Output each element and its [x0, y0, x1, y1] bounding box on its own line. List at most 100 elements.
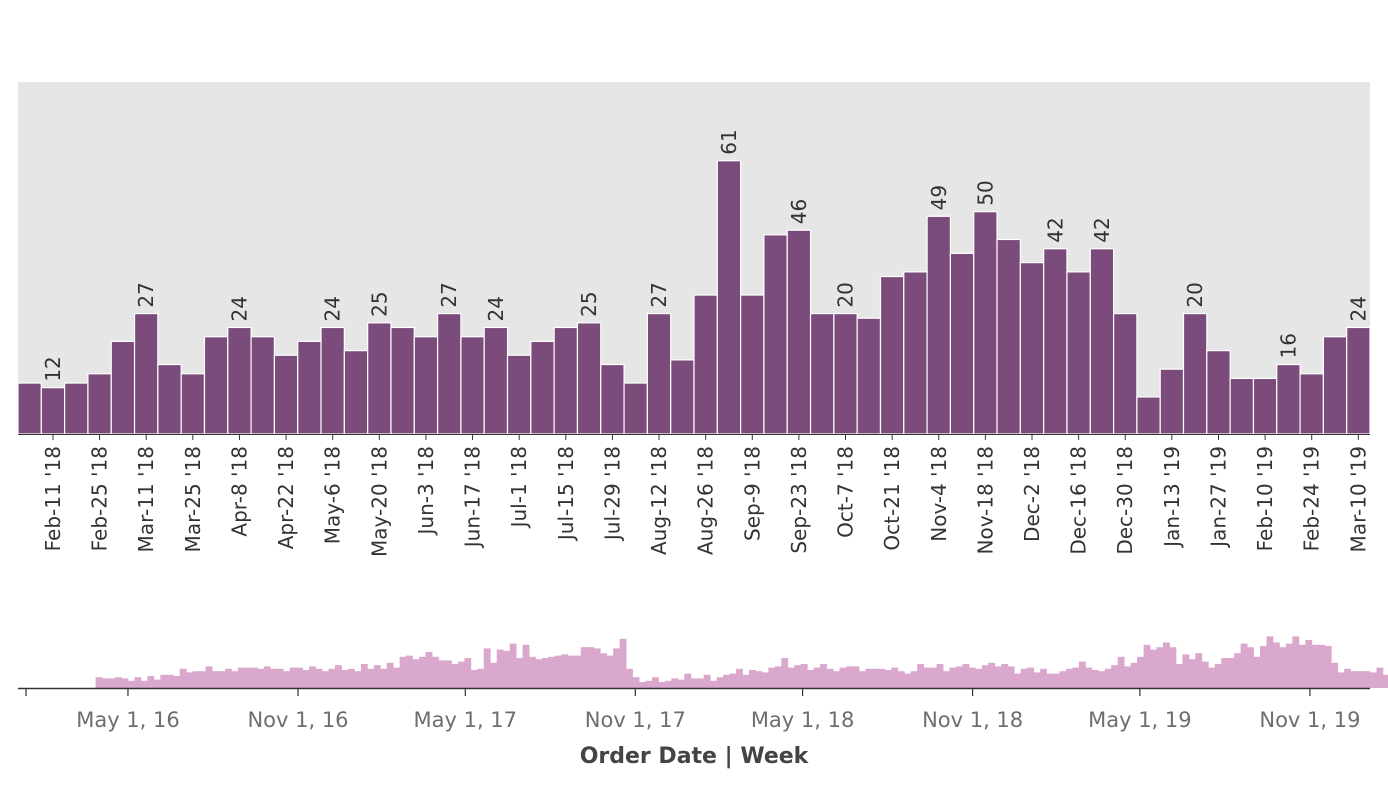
detail-bar[interactable] — [949, 252, 975, 435]
overview-bar — [994, 666, 1002, 688]
detail-bar[interactable] — [879, 275, 905, 435]
detail-bar[interactable] — [693, 294, 718, 435]
bar-value-label: 42 — [1090, 217, 1114, 242]
detail-bar[interactable] — [1276, 363, 1301, 435]
detail-tick-label: Feb-10 '19 — [1253, 446, 1277, 551]
detail-tick-label: Dec-30 '18 — [1113, 446, 1137, 555]
detail-bar[interactable] — [87, 373, 112, 435]
detail-bar[interactable] — [1019, 262, 1045, 435]
detail-bar[interactable] — [833, 312, 858, 435]
detail-bar[interactable] — [973, 211, 998, 435]
detail-bar[interactable] — [460, 336, 485, 435]
overview-bar — [406, 655, 413, 688]
overview-bar — [917, 664, 925, 688]
detail-bar[interactable] — [740, 294, 765, 435]
overview-bar — [645, 680, 653, 688]
overview-bar — [619, 638, 627, 688]
detail-tick-label: Jul-29 '18 — [600, 446, 624, 542]
overview-bar — [425, 652, 433, 688]
overview-bar — [289, 667, 297, 688]
detail-tick-label: Feb-25 '18 — [88, 446, 112, 551]
detail-bar[interactable] — [110, 340, 136, 435]
overview-bar — [503, 650, 511, 688]
detail-bar[interactable] — [1136, 396, 1161, 435]
overview-bar — [904, 673, 912, 688]
detail-bar[interactable] — [320, 326, 345, 435]
overview-bar — [1104, 668, 1112, 688]
detail-bar[interactable] — [786, 229, 812, 435]
detail-tick-label: Jul-1 '18 — [507, 446, 531, 529]
overview-bar — [1227, 658, 1235, 688]
overview-tick-label: May 1, 17 — [414, 708, 518, 732]
detail-bar[interactable] — [203, 336, 229, 435]
detail-bar[interactable] — [623, 382, 648, 435]
detail-bar[interactable] — [1322, 336, 1348, 435]
detail-bar[interactable] — [553, 326, 579, 435]
detail-bar[interactable] — [1159, 368, 1185, 435]
overview-bar — [1331, 662, 1339, 688]
detail-bar[interactable] — [1346, 326, 1371, 435]
detail-bar[interactable] — [996, 238, 1021, 435]
detail-bar[interactable] — [903, 271, 928, 435]
detail-bar[interactable] — [1206, 350, 1231, 435]
detail-bar[interactable] — [250, 336, 276, 435]
detail-bar[interactable] — [297, 340, 322, 435]
overview-bar — [742, 674, 750, 688]
detail-bar[interactable] — [506, 354, 532, 435]
overview-bar — [496, 649, 504, 688]
detail-bar[interactable] — [1252, 377, 1278, 435]
detail-bar[interactable] — [273, 354, 299, 435]
detail-bar[interactable] — [413, 336, 439, 435]
detail-bar[interactable] — [716, 160, 742, 435]
detail-bar[interactable] — [1066, 271, 1091, 435]
overview-bar — [1007, 666, 1015, 688]
detail-bar[interactable] — [390, 326, 415, 435]
overview-bar — [1201, 661, 1209, 688]
detail-bar[interactable] — [670, 359, 695, 435]
detail-bar[interactable] — [530, 340, 555, 435]
overview-tick-label: Nov 1, 17 — [585, 708, 686, 732]
detail-tick-label: Aug-26 '18 — [694, 446, 718, 555]
detail-bar[interactable] — [1043, 248, 1068, 435]
detail-bar[interactable] — [17, 382, 42, 435]
detail-bar[interactable] — [576, 322, 602, 435]
overview-bar — [949, 667, 957, 688]
detail-bar[interactable] — [64, 382, 89, 435]
overview-bar — [393, 667, 401, 688]
overview-bar — [1285, 643, 1293, 688]
detail-bar[interactable] — [809, 312, 835, 435]
detail-bar[interactable] — [180, 373, 206, 435]
overview-bar — [923, 667, 931, 688]
overview-bar — [975, 668, 983, 688]
detail-bar[interactable] — [1299, 373, 1324, 435]
detail-bar[interactable] — [646, 312, 672, 435]
detail-bar[interactable] — [367, 322, 392, 435]
overview-bar — [1143, 644, 1151, 688]
detail-bar[interactable] — [763, 234, 788, 435]
overview-bar — [1357, 671, 1364, 688]
overview-bar — [606, 655, 614, 688]
detail-bar[interactable] — [227, 326, 252, 435]
detail-bar[interactable] — [133, 312, 159, 435]
overview-bar — [748, 670, 756, 688]
overview-bar — [613, 648, 621, 688]
detail-bar[interactable] — [40, 387, 66, 435]
bar-value-label: 20 — [834, 282, 858, 307]
detail-bar[interactable] — [157, 363, 182, 435]
detail-bar[interactable] — [1229, 377, 1255, 435]
overview-bar — [535, 659, 543, 688]
detail-bar[interactable] — [483, 326, 509, 435]
detail-bar[interactable] — [856, 317, 882, 435]
detail-bar[interactable] — [1112, 312, 1138, 435]
detail-bar[interactable] — [343, 350, 369, 435]
detail-bar[interactable] — [1182, 312, 1208, 435]
overview-bar — [205, 666, 213, 688]
detail-tick-label: May-6 '18 — [321, 446, 345, 544]
detail-bar[interactable] — [926, 215, 952, 435]
detail-bar[interactable] — [436, 312, 462, 435]
overview-bar — [516, 658, 523, 688]
detail-bar[interactable] — [600, 363, 625, 435]
detail-tick-label: Apr-8 '18 — [227, 446, 251, 537]
detail-bar[interactable] — [1089, 248, 1115, 435]
overview-bar — [509, 643, 517, 688]
